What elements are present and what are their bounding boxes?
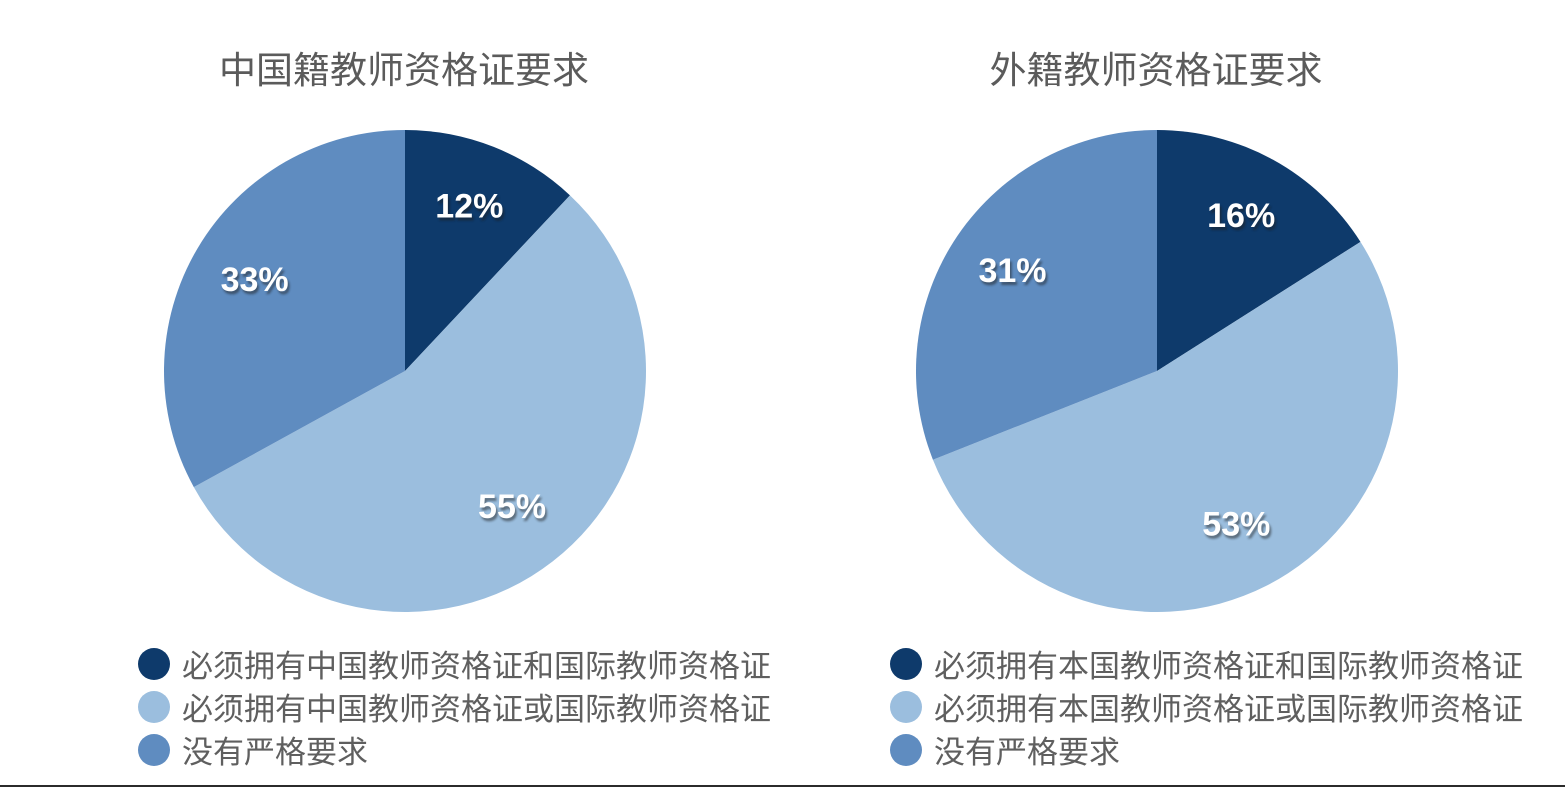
svg-text:55%: 55%: [478, 488, 546, 526]
svg-text:53%: 53%: [1202, 506, 1270, 544]
svg-text:33%: 33%: [221, 261, 289, 299]
svg-text:12%: 12%: [435, 188, 503, 226]
svg-text:31%: 31%: [978, 252, 1046, 290]
svg-text:16%: 16%: [1207, 197, 1275, 235]
